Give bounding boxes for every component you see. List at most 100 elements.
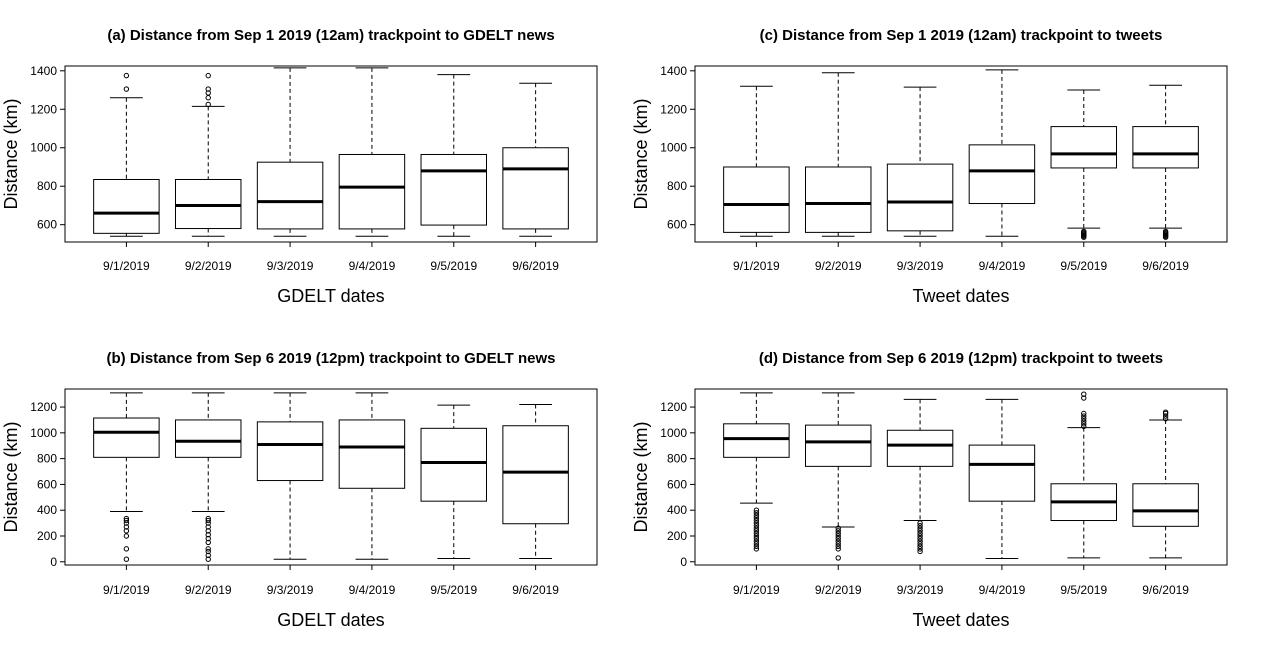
- iqr-box: [723, 423, 790, 458]
- box-9/6/2019: 9/6/2019: [1132, 84, 1199, 273]
- y-axis-label: Distance (km): [1, 98, 21, 209]
- outlier-point: [917, 535, 923, 542]
- outlier-point: [917, 522, 923, 529]
- outlier-point: [205, 546, 211, 552]
- plot-frame: [694, 65, 1228, 243]
- y-tick-label: 800: [37, 179, 57, 193]
- y-tick-label: 400: [37, 503, 57, 517]
- box-9/5/2019: 9/5/2019: [420, 404, 488, 597]
- x-tick-label: 9/1/2019: [103, 583, 150, 597]
- iqr-box: [256, 421, 324, 482]
- outlier-point: [123, 524, 130, 530]
- outlier-point: [753, 520, 760, 526]
- iqr-box: [968, 444, 1036, 502]
- y-tick-label: 200: [667, 529, 687, 543]
- box-9/5/2019: 9/5/2019: [1050, 89, 1118, 273]
- x-tick-label: 9/5/2019: [1060, 583, 1107, 597]
- box-9/4/2019: 9/4/2019: [338, 392, 406, 597]
- y-tick-label: 800: [667, 452, 687, 466]
- outlier-point: [1162, 409, 1169, 415]
- outlier-point: [205, 548, 211, 555]
- iqr-box: [968, 144, 1036, 205]
- y-tick-label: 600: [37, 477, 57, 491]
- x-tick-label: 9/3/2019: [897, 583, 944, 597]
- outlier-point: [1081, 423, 1087, 430]
- iqr-box: [723, 166, 790, 233]
- iqr-box: [804, 166, 872, 233]
- outlier-point: [123, 556, 130, 562]
- x-tick-label: 9/2/2019: [185, 259, 232, 273]
- box-9/1/2019: 9/1/2019: [93, 72, 160, 273]
- outlier-point: [917, 530, 923, 537]
- outlier-point: [123, 86, 130, 92]
- x-tick-label: 9/3/2019: [267, 259, 314, 273]
- outlier-point: [123, 528, 130, 534]
- x-tick-label: 9/5/2019: [430, 583, 477, 597]
- outlier-point: [753, 530, 760, 537]
- y-tick-label: 600: [667, 218, 687, 232]
- y-tick-label: 200: [37, 529, 57, 543]
- box-9/4/2019: 9/4/2019: [968, 69, 1036, 273]
- outlier-point: [1081, 410, 1087, 417]
- outlier-point: [917, 525, 923, 531]
- panel-b: (b) Distance from Sep 6 2019 (12pm) trac…: [1, 350, 598, 630]
- y-tick-label: 1000: [660, 141, 687, 155]
- plot-frame: [64, 65, 598, 243]
- box-9/3/2019: 9/3/2019: [886, 86, 954, 273]
- y-tick-label: 1200: [30, 102, 57, 116]
- iqr-box: [420, 427, 488, 502]
- outlier-point: [753, 525, 760, 531]
- x-tick-label: 9/2/2019: [815, 259, 862, 273]
- box-9/2/2019: 9/2/2019: [174, 392, 242, 597]
- x-tick-label: 9/2/2019: [815, 583, 862, 597]
- x-tick-label: 9/1/2019: [103, 259, 150, 273]
- outlier-point: [205, 90, 211, 96]
- outlier-point: [917, 538, 923, 544]
- y-tick-label: 600: [667, 477, 687, 491]
- outlier-point: [835, 530, 841, 537]
- outlier-point: [205, 531, 211, 538]
- panel-title: (d) Distance from Sep 6 2019 (12pm) trac…: [759, 350, 1163, 367]
- outlier-point: [753, 515, 760, 521]
- outlier-point: [123, 72, 130, 79]
- outlier-point: [917, 520, 923, 526]
- x-axis-label: GDELT dates: [277, 610, 384, 630]
- box-9/6/2019: 9/6/2019: [502, 82, 569, 273]
- outlier-point: [1081, 228, 1087, 235]
- box-9/3/2019: 9/3/2019: [256, 392, 324, 597]
- outlier-point: [835, 543, 841, 550]
- x-axis-label: Tweet dates: [912, 286, 1009, 306]
- x-tick-label: 9/4/2019: [349, 583, 396, 597]
- iqr-box: [93, 417, 160, 458]
- box-9/6/2019: 9/6/2019: [502, 403, 569, 597]
- box-9/1/2019: 9/1/2019: [723, 85, 790, 273]
- outlier-point: [1081, 421, 1087, 427]
- x-tick-label: 9/4/2019: [979, 583, 1026, 597]
- x-tick-label: 9/2/2019: [185, 583, 232, 597]
- iqr-box: [502, 147, 569, 230]
- outlier-point: [753, 546, 760, 552]
- outlier-point: [835, 546, 841, 552]
- outlier-point: [835, 525, 841, 531]
- outlier-point: [205, 72, 211, 79]
- y-tick-label: 1200: [660, 400, 687, 414]
- y-tick-label: 800: [667, 179, 687, 193]
- outlier-point: [753, 538, 760, 544]
- y-axis-label: Distance (km): [631, 421, 651, 532]
- x-tick-label: 9/1/2019: [733, 583, 780, 597]
- x-tick-label: 9/4/2019: [979, 259, 1026, 273]
- iqr-box: [886, 429, 954, 467]
- box-9/2/2019: 9/2/2019: [804, 392, 872, 597]
- x-axis-label: GDELT dates: [277, 286, 384, 306]
- panel-title: (b) Distance from Sep 6 2019 (12pm) trac…: [107, 350, 556, 367]
- panel-c: (c) Distance from Sep 1 2019 (12am) trac…: [631, 27, 1228, 306]
- box-9/2/2019: 9/2/2019: [174, 72, 242, 273]
- outlier-point: [1081, 395, 1087, 401]
- iqr-box: [1050, 126, 1118, 169]
- y-tick-label: 1000: [660, 426, 687, 440]
- outlier-point: [753, 517, 760, 524]
- plot-frame: [694, 388, 1228, 566]
- iqr-box: [338, 419, 406, 489]
- outlier-point: [205, 539, 211, 546]
